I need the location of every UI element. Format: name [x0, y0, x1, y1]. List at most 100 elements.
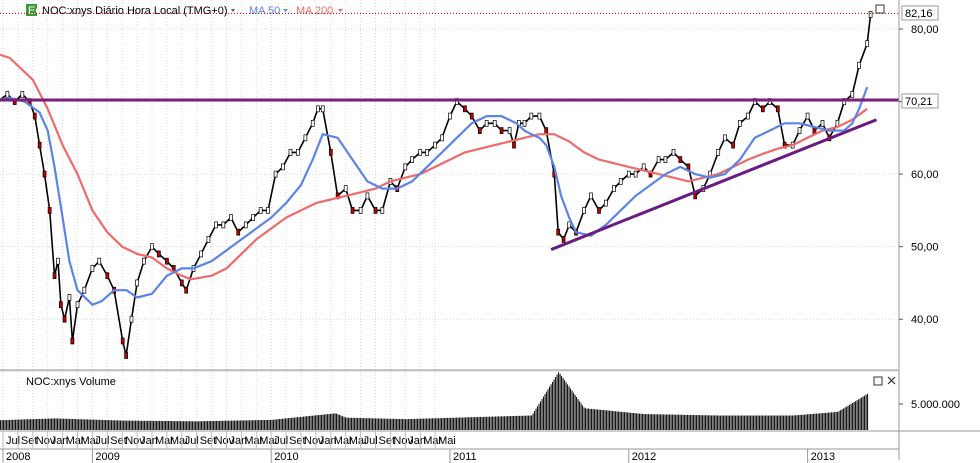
- triangle-down-icon[interactable]: [338, 9, 343, 12]
- price-candle: [656, 156, 661, 163]
- volume-bar: [450, 417, 452, 430]
- x-tick-label-month: Jan: [51, 435, 69, 447]
- volume-bar: [463, 417, 465, 430]
- volume-bar: [664, 414, 666, 430]
- price-candle: [775, 105, 780, 113]
- y-tick-label: 40,00: [911, 314, 939, 326]
- volume-bar: [846, 406, 848, 430]
- volume-bar: [841, 409, 843, 430]
- volume-bar: [691, 415, 693, 430]
- volume-bar: [202, 421, 204, 430]
- volume-bar: [439, 418, 441, 430]
- volume-bar: [178, 421, 180, 430]
- eq-badge-label: Eq: [28, 5, 41, 17]
- volume-bar: [279, 419, 281, 430]
- square-icon[interactable]: [873, 376, 883, 386]
- price-panel: [0, 0, 980, 370]
- volume-bar: [63, 418, 65, 430]
- volume-bar: [760, 415, 762, 430]
- price-candle: [179, 279, 184, 287]
- volume-bar: [301, 416, 303, 430]
- volume-bar: [532, 413, 534, 430]
- volume-bar: [396, 418, 398, 430]
- volume-bar: [342, 416, 344, 430]
- volume-bar: [493, 416, 495, 430]
- volume-bar: [45, 418, 47, 430]
- price-candle: [561, 236, 566, 243]
- volume-bar: [285, 418, 287, 430]
- volume-bar: [159, 420, 161, 430]
- volume-bar: [727, 415, 729, 430]
- price-candle: [633, 170, 638, 178]
- price-candle: [310, 119, 315, 127]
- price-candle: [820, 119, 825, 127]
- volume-bar: [264, 420, 266, 430]
- volume-bar: [861, 397, 863, 430]
- volume-bar: [154, 420, 156, 430]
- trend-line[interactable]: [550, 118, 878, 251]
- volume-bar: [351, 417, 353, 430]
- triangle-down-icon[interactable]: [231, 9, 235, 12]
- volume-bar: [93, 419, 95, 430]
- square-icon[interactable]: [875, 4, 885, 14]
- price-candle: [618, 178, 623, 185]
- volume-bar: [126, 420, 128, 430]
- volume-bar: [522, 415, 524, 430]
- price-candle: [544, 127, 549, 134]
- volume-bar: [228, 420, 230, 430]
- volume-bar: [309, 416, 311, 430]
- volume-bar: [537, 406, 539, 430]
- ma200-legend[interactable]: MA 200: [296, 5, 333, 17]
- volume-bar: [576, 397, 578, 430]
- volume-bar: [610, 410, 612, 430]
- volume-bar: [135, 420, 137, 430]
- volume-bar: [531, 415, 533, 430]
- x-icon[interactable]: [887, 376, 896, 385]
- volume-bar: [480, 416, 482, 430]
- price-candle: [67, 294, 72, 301]
- volume-bar: [784, 415, 786, 430]
- x-tick-label-month: Mar: [66, 435, 85, 447]
- volume-bar: [577, 399, 579, 430]
- volume-bar: [280, 418, 282, 430]
- volume-bar: [10, 419, 12, 430]
- volume-bar: [715, 415, 717, 430]
- volume-bar: [742, 415, 744, 430]
- volume-bar: [55, 418, 57, 430]
- volume-bar: [21, 419, 23, 430]
- volume-bar: [144, 420, 146, 430]
- price-candle: [373, 207, 378, 214]
- price-candle: [738, 119, 742, 127]
- volume-bar: [294, 417, 296, 430]
- ma50-legend[interactable]: MA 50: [249, 5, 280, 17]
- volume-bar: [819, 413, 821, 430]
- volume-bar: [775, 415, 777, 430]
- volume-bar: [510, 416, 512, 430]
- volume-bar: [604, 410, 606, 430]
- volume-bar: [346, 417, 348, 430]
- volume-bar: [496, 416, 498, 430]
- volume-bar: [451, 417, 453, 430]
- volume-bar: [99, 419, 101, 430]
- volume-bar: [408, 419, 410, 430]
- eq-badge[interactable]: [26, 4, 37, 16]
- price-candle: [97, 257, 102, 265]
- volume-bar: [379, 418, 381, 430]
- triangle-down-icon[interactable]: [283, 9, 288, 12]
- volume-bar: [189, 421, 191, 430]
- volume-bar: [336, 413, 338, 430]
- volume-bar: [508, 416, 510, 430]
- volume-bar: [643, 414, 645, 430]
- volume-bar: [345, 417, 347, 430]
- price-candle: [288, 149, 293, 156]
- volume-bar: [282, 418, 284, 430]
- volume-bar: [274, 419, 276, 430]
- volume-bar: [591, 408, 593, 430]
- volume-bar: [849, 404, 851, 430]
- volume-bar: [492, 416, 494, 430]
- volume-bar: [525, 415, 527, 430]
- price-candle: [120, 337, 125, 345]
- volume-bar: [427, 418, 429, 430]
- price-candle: [150, 243, 154, 251]
- x-tick-label-month: Mar: [334, 435, 353, 447]
